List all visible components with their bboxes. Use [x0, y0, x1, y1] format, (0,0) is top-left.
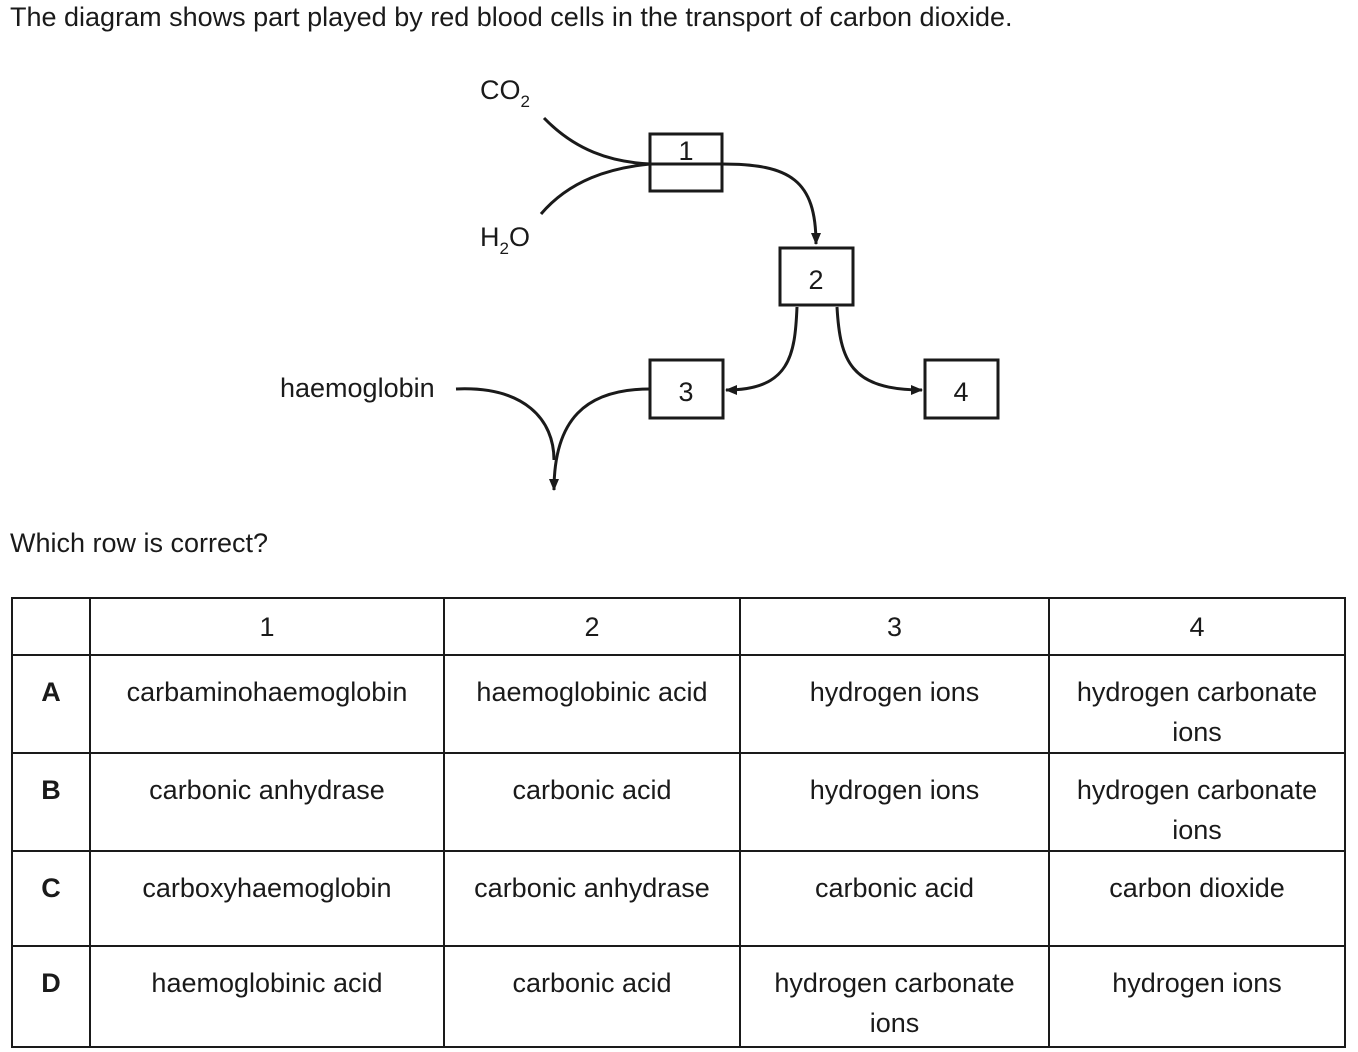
box2-to-box3-arrow — [725, 306, 799, 395]
table-cell: hydrogen ions — [1048, 945, 1346, 1048]
box3-to-output-arrow — [549, 387, 651, 491]
table-cell: carbonic acid — [443, 752, 741, 852]
table-cell: hydrogen carbonate ions — [739, 945, 1050, 1048]
table-row-c[interactable]: C carboxyhaemoglobin carbonic anhydrase … — [11, 850, 1346, 947]
box1-to-box2-arrow — [721, 162, 821, 245]
table-cell: hydrogen carbonate ions — [1048, 752, 1346, 852]
table-row-d[interactable]: D haemoglobinic acid carbonic acid hydro… — [11, 945, 1346, 1048]
table-cell: haemoglobinic acid — [89, 945, 445, 1048]
question-prompt: Which row is correct? — [10, 528, 269, 558]
haemoglobin-label: haemoglobin — [280, 373, 435, 403]
row-key[interactable]: C — [11, 850, 91, 947]
table-cell: carbonic anhydrase — [443, 850, 741, 947]
box-3-label: 3 — [678, 377, 693, 407]
header-cell-2: 2 — [443, 597, 741, 656]
table-cell: carbonic acid — [443, 945, 741, 1048]
table-cell: carbonic anhydrase — [89, 752, 445, 852]
table-cell: hydrogen ions — [739, 654, 1050, 754]
box-3: 3 — [648, 358, 725, 420]
co2-label: CO2 — [480, 75, 530, 111]
box-4: 4 — [923, 358, 1000, 420]
row-key[interactable]: D — [11, 945, 91, 1048]
header-cell-3: 3 — [739, 597, 1050, 656]
table-row-b[interactable]: B carbonic anhydrase carbonic acid hydro… — [11, 752, 1346, 852]
haemoglobin-curve — [455, 387, 556, 461]
table-cell: hydrogen ions — [739, 752, 1050, 852]
table-cell: carbonic acid — [739, 850, 1050, 947]
box2-to-box4-arrow — [835, 306, 923, 395]
table-cell: haemoglobinic acid — [443, 654, 741, 754]
header-cell-1: 1 — [89, 597, 445, 656]
answer-table: 1 2 3 4 A carbaminohaemoglobin haemoglob… — [11, 597, 1346, 1048]
box-1-label: 1 — [678, 136, 693, 166]
table-cell: carboxyhaemoglobin — [89, 850, 445, 947]
co2-transport-diagram: CO2 H2O haemoglobin 1 2 3 4 — [280, 75, 1000, 491]
table-cell: carbaminohaemoglobin — [89, 654, 445, 754]
h2o-to-box1-line — [539, 162, 651, 215]
table-cell: hydrogen carbonate ions — [1048, 654, 1346, 754]
row-key[interactable]: A — [11, 654, 91, 754]
table-row-a[interactable]: A carbaminohaemoglobin haemoglobinic aci… — [11, 654, 1346, 754]
box-2: 2 — [778, 246, 855, 307]
box-4-label: 4 — [953, 377, 968, 407]
table-header-row: 1 2 3 4 — [11, 597, 1346, 656]
h2o-label: H2O — [480, 222, 530, 258]
box-2-label: 2 — [808, 265, 823, 295]
co2-to-box1-line — [542, 116, 651, 166]
header-cell-blank — [11, 597, 91, 656]
question-text: The diagram shows part played by red blo… — [10, 2, 1013, 32]
row-key[interactable]: B — [11, 752, 91, 852]
table-cell: carbon dioxide — [1048, 850, 1346, 947]
box-1: 1 — [648, 132, 724, 193]
header-cell-4: 4 — [1048, 597, 1346, 656]
